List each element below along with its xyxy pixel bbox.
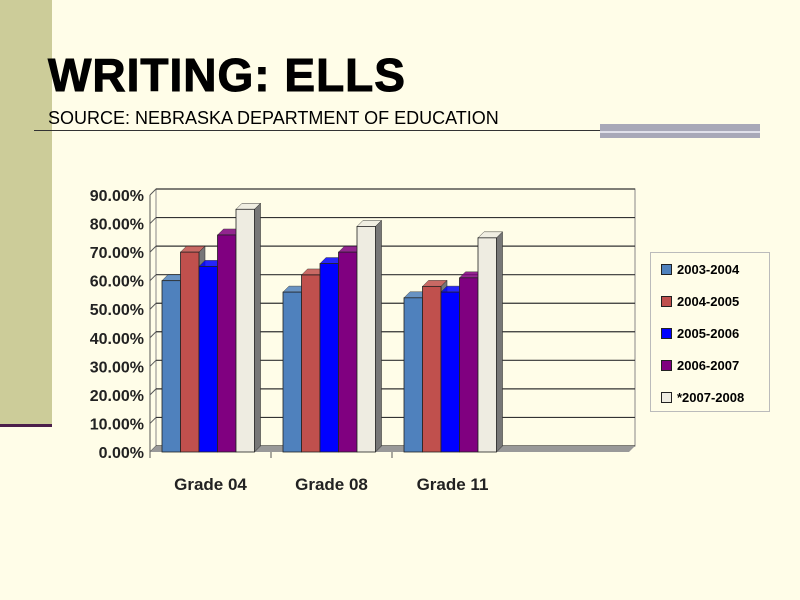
bar-2006-2007 [217,234,237,453]
y-tick-label: 20.00% [90,388,144,405]
gridline-side [149,331,157,339]
bar-2003-2004 [161,280,181,453]
x-tick-label: Grade 04 [174,475,247,494]
bar-2005-2006 [198,265,218,453]
gridline-side [149,188,157,196]
bar-side [496,231,503,453]
bar-side [375,219,382,453]
slide-subtitle: SOURCE: NEBRASKA DEPARTMENT OF EDUCATION [48,108,499,128]
y-tick-label: 50.00% [90,302,144,319]
bar-2006-2007 [459,277,479,453]
bar-2004-2005 [422,285,442,453]
sidebar-decoration [0,0,52,425]
chart-legend: 2003-2004 2004-2005 2005-2006 2006-2007 *200… [650,252,770,412]
y-tick-label: 30.00% [90,359,144,376]
y-tick-label: 80.00% [90,217,144,234]
gridline-side [149,388,157,396]
legend-item: 2003-2004 [651,253,769,285]
bar-2007-2008 [477,237,497,453]
legend-label: *2007-2008 [677,389,745,405]
x-tick-label: Grade 08 [295,475,368,494]
legend-swatch [661,359,672,371]
legend-item: 2005-2006 [651,317,769,349]
y-tick-label: 10.00% [90,416,144,433]
floor [150,446,635,452]
bar-2005-2006 [319,263,339,453]
y-tick-label: 90.00% [90,188,144,205]
x-tick-label: Grade 11 [417,475,489,494]
gridline-side [149,274,157,282]
y-tick-label: 40.00% [90,331,144,348]
y-tick-label: 0.00% [99,445,144,462]
legend-swatch [661,327,672,339]
gridline-side [149,217,157,224]
slide-title: WRITING: ELLS [48,49,406,102]
y-tick-label: 70.00% [90,245,144,262]
legend-item: *2007-2008 [651,381,769,413]
legend-label: 2006-2007 [677,357,740,373]
bar-2003-2004 [403,297,423,453]
bar-2004-2005 [301,274,321,453]
legend-swatch [661,295,672,307]
bar-2006-2007 [338,251,358,453]
bar-2007-2008 [356,226,376,453]
sidebar-line [0,424,52,427]
bar-side [254,202,261,453]
legend-item: 2004-2005 [651,285,769,317]
legend-item: 2006-2007 [651,349,769,381]
legend-swatch [661,391,672,403]
bar-2005-2006 [440,291,460,453]
accent-bar-highlight [600,131,760,133]
legend-label: 2004-2005 [677,293,740,309]
legend-label: 2003-2004 [677,261,740,277]
gridline-side [149,302,157,310]
legend-swatch [661,263,672,275]
gridline-side [149,359,157,367]
gridline-side [149,245,157,253]
bar-2004-2005 [180,251,200,453]
title-divider [34,130,759,131]
legend-label: 2005-2006 [677,325,740,341]
bar-2007-2008 [235,208,255,453]
bar-2003-2004 [282,291,302,453]
y-tick-label: 60.00% [90,274,144,291]
gridline-side [149,417,157,424]
